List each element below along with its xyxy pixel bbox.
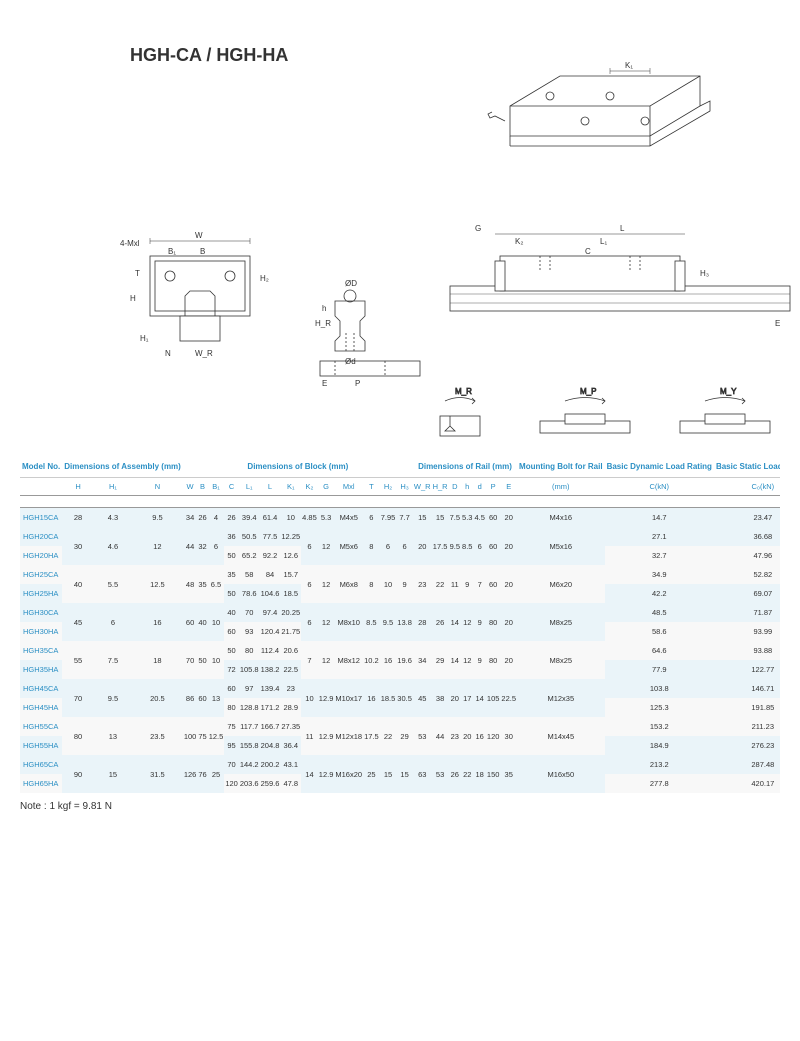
svg-text:H₁: H₁ bbox=[140, 334, 149, 343]
svg-text:M_P: M_P bbox=[580, 387, 596, 396]
svg-text:H₂: H₂ bbox=[260, 274, 269, 283]
svg-text:C: C bbox=[585, 247, 591, 256]
table-sub-header: HH₁NWBB₁CL₁LK₁K₂GMxlTH₂H₃W_RH_RDhdPE(mm)… bbox=[20, 478, 780, 496]
table-row: HGH55CA801323.51007512.575117.7166.727.3… bbox=[20, 717, 780, 736]
technical-diagrams: K₁ W 4-Mxl B₁ B T H H₂ H₁ N W_R ØD H_R h… bbox=[20, 76, 780, 446]
diagram-isometric: K₁ bbox=[450, 46, 770, 186]
svg-text:E: E bbox=[775, 319, 780, 328]
svg-text:E: E bbox=[322, 379, 327, 386]
svg-text:N: N bbox=[165, 349, 171, 358]
table-row: HGH15CA284.39.5342642639.461.4104.855.3M… bbox=[20, 508, 780, 528]
svg-text:P: P bbox=[355, 379, 360, 386]
diagram-rail-side: E P bbox=[310, 356, 430, 386]
svg-text:L: L bbox=[620, 224, 625, 233]
table-row: HGH35CA557.5187050105080112.420.6712M8x1… bbox=[20, 641, 780, 660]
svg-text:H_R: H_R bbox=[315, 319, 331, 328]
svg-text:B₁: B₁ bbox=[168, 247, 176, 256]
table-row: HGH20CA304.612443263650.577.512.25612M5x… bbox=[20, 527, 780, 546]
svg-text:K₂: K₂ bbox=[515, 237, 523, 246]
svg-text:H: H bbox=[130, 294, 136, 303]
specifications-table: Model No.Dimensions of Assembly (mm)Dime… bbox=[20, 456, 780, 793]
svg-text:4-Mxl: 4-Mxl bbox=[120, 239, 140, 248]
svg-text:T: T bbox=[135, 269, 140, 278]
svg-text:G: G bbox=[475, 224, 481, 233]
svg-text:M_Y: M_Y bbox=[720, 387, 737, 396]
svg-text:B: B bbox=[200, 247, 205, 256]
table-row: HGH25CA405.512.548356.535588415.7612M6x8… bbox=[20, 565, 780, 584]
svg-text:M_R: M_R bbox=[455, 387, 472, 396]
diagram-front-section: W 4-Mxl B₁ B T H H₂ H₁ N W_R bbox=[110, 226, 290, 366]
svg-text:W_R: W_R bbox=[195, 349, 213, 358]
svg-text:W: W bbox=[195, 231, 203, 240]
svg-text:K₁: K₁ bbox=[625, 61, 633, 70]
diagram-moments: M_R M_P M_Y bbox=[420, 386, 800, 446]
table-body: HGH15CA284.39.5342642639.461.4104.855.3M… bbox=[20, 508, 780, 794]
svg-text:h: h bbox=[322, 304, 326, 313]
footnote: Note : 1 kgf = 9.81 N bbox=[20, 801, 780, 812]
svg-text:ØD: ØD bbox=[345, 279, 357, 288]
table-group-header: Model No.Dimensions of Assembly (mm)Dime… bbox=[20, 456, 780, 478]
diagram-rail-section: ØD H_R h Ød bbox=[310, 276, 390, 366]
diagram-side-view: G L K₂ L₁ C H₃ E bbox=[420, 216, 800, 366]
table-row: HGH65CA901531.5126762570144.2200.243.114… bbox=[20, 755, 780, 774]
svg-text:H₃: H₃ bbox=[700, 269, 709, 278]
svg-text:L₁: L₁ bbox=[600, 237, 607, 246]
table-unit-row: kN-mkN-mkN-mkgkg/m bbox=[20, 496, 780, 508]
table-row: HGH45CA709.520.58660136097139.4231012.9M… bbox=[20, 679, 780, 698]
table-row: HGH30CA45616604010407097.420.25612M8x108… bbox=[20, 603, 780, 622]
